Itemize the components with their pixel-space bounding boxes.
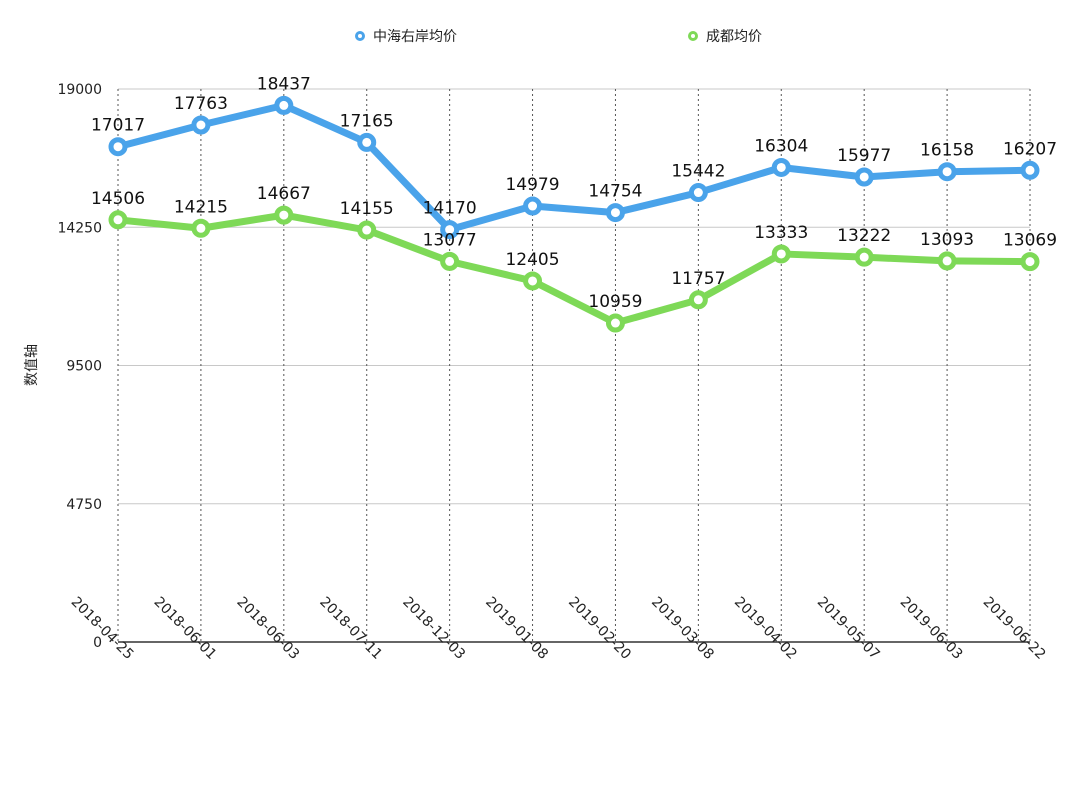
data-point	[274, 205, 294, 225]
x-tick-label: 2018-07-11	[316, 594, 385, 663]
y-tick-label: 4750	[66, 497, 102, 513]
data-point	[688, 183, 708, 203]
data-label: 14170	[423, 199, 477, 219]
data-label: 17017	[91, 116, 145, 136]
x-tick-label: 2019-01-08	[482, 594, 551, 663]
legend-marker-icon	[688, 31, 698, 41]
data-label: 16158	[920, 141, 974, 161]
data-label: 16207	[1003, 139, 1057, 159]
data-point	[274, 95, 294, 115]
data-label: 14754	[588, 182, 642, 202]
data-label: 15442	[671, 162, 725, 182]
data-point	[1020, 252, 1040, 272]
data-label: 13333	[754, 223, 808, 243]
data-point	[357, 132, 377, 152]
x-tick-label: 2018-04-25	[68, 594, 137, 663]
x-tick-label: 2019-06-03	[897, 594, 966, 663]
data-label: 14979	[505, 175, 559, 195]
data-point	[440, 251, 460, 271]
data-label: 13093	[920, 230, 974, 250]
data-label: 15977	[837, 146, 891, 166]
data-point	[523, 271, 543, 291]
x-tick-label: 2018-06-03	[233, 594, 302, 663]
data-point	[1020, 160, 1040, 180]
data-point	[771, 244, 791, 264]
data-point	[937, 251, 957, 271]
data-label: 13069	[1003, 231, 1057, 251]
x-tick-label: 2019-02-20	[565, 594, 634, 663]
data-point	[854, 167, 874, 187]
data-point	[605, 313, 625, 333]
data-point	[191, 218, 211, 238]
x-tick-label: 2018-06-01	[151, 594, 220, 663]
legend: 中海右岸均价 成都均价	[0, 26, 1080, 48]
legend-label: 成都均价	[706, 29, 762, 45]
x-tick-label: 2019-05-07	[814, 594, 883, 663]
data-label: 14215	[174, 197, 228, 217]
data-point	[771, 157, 791, 177]
data-point	[523, 196, 543, 216]
y-tick-label: 14250	[57, 220, 102, 236]
data-label: 10959	[588, 292, 642, 312]
y-tick-label: 9500	[66, 359, 102, 375]
data-label: 14155	[340, 199, 394, 219]
legend-marker-icon	[355, 31, 365, 41]
x-tick-label: 2019-04-02	[731, 594, 800, 663]
data-label: 17165	[340, 111, 394, 131]
series-line	[114, 211, 1034, 327]
data-label: 18437	[257, 74, 311, 94]
data-label: 13222	[837, 226, 891, 246]
data-point	[854, 247, 874, 267]
data-label: 12405	[505, 250, 559, 270]
data-point	[357, 220, 377, 240]
data-label: 11757	[671, 269, 725, 289]
data-point	[440, 220, 460, 240]
data-point	[108, 137, 128, 157]
legend-item-series-1[interactable]: 中海右岸均价	[355, 26, 457, 46]
data-label: 14506	[91, 189, 145, 209]
legend-item-series-2[interactable]: 成都均价	[688, 26, 762, 46]
x-tick-label: 2018-12-03	[399, 594, 468, 663]
data-label: 13077	[423, 230, 477, 250]
x-tick-label: 2019-03-08	[648, 594, 717, 663]
data-point	[605, 203, 625, 223]
data-point	[191, 115, 211, 135]
x-tick-label: 2019-06-22	[980, 594, 1049, 663]
series-line	[114, 101, 1034, 234]
data-label: 16304	[754, 136, 808, 156]
data-point	[937, 162, 957, 182]
data-point	[688, 290, 708, 310]
data-point	[108, 210, 128, 230]
data-label: 14667	[257, 184, 311, 204]
y-tick-label: 19000	[57, 82, 102, 98]
y-tick-label: 0	[93, 635, 102, 651]
legend-label: 中海右岸均价	[373, 29, 457, 45]
data-label: 17763	[174, 94, 228, 114]
